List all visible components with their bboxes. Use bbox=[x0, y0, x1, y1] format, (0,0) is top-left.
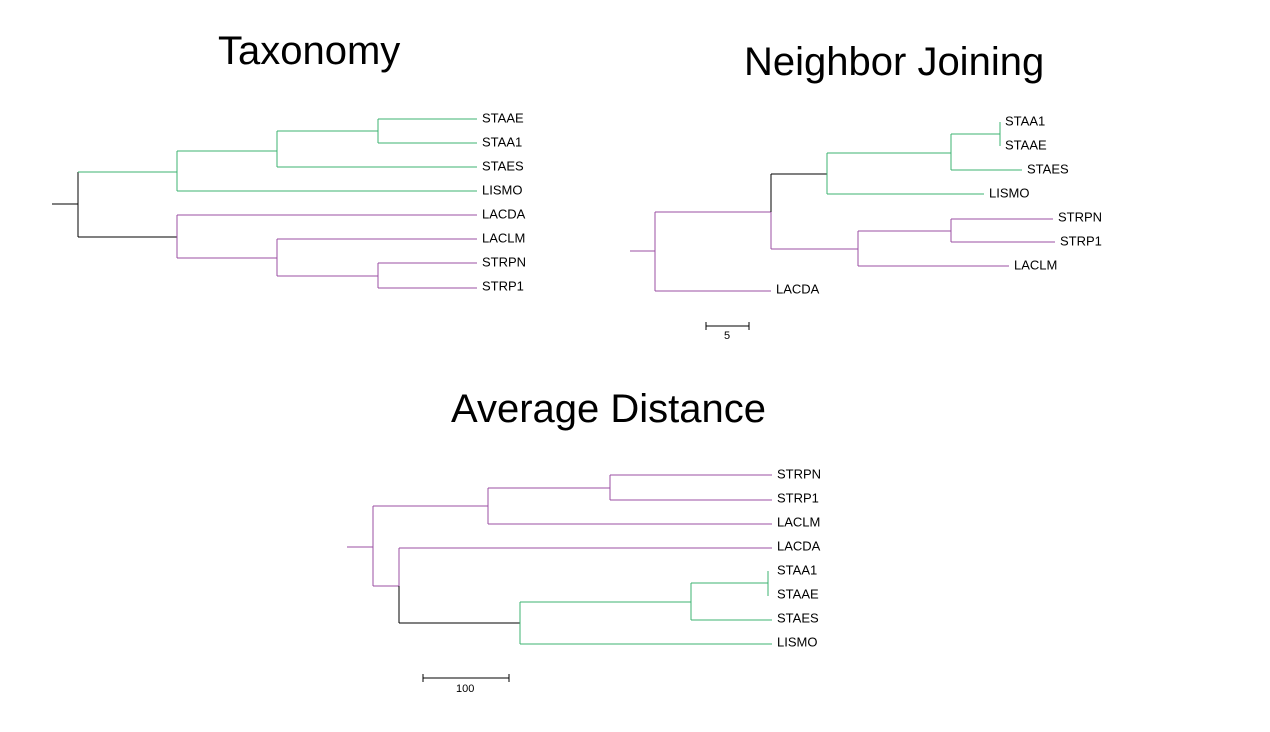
average-distance-title: Average Distance bbox=[451, 387, 766, 431]
leaf-label: STRP1 bbox=[1060, 233, 1102, 248]
leaf-label: STAAE bbox=[482, 110, 524, 125]
leaf-label: STRP1 bbox=[777, 490, 819, 505]
leaf-label: STRPN bbox=[1058, 209, 1102, 224]
leaf-label: STRPN bbox=[482, 254, 526, 269]
leaf-label: LISMO bbox=[482, 182, 522, 197]
leaf-label: LACDA bbox=[482, 206, 526, 221]
leaf-label: STRP1 bbox=[482, 278, 524, 293]
leaf-label: STAAE bbox=[1005, 137, 1047, 152]
leaf-label: STAES bbox=[777, 610, 819, 625]
leaf-label: LACDA bbox=[777, 538, 821, 553]
leaf-label: STAA1 bbox=[482, 134, 522, 149]
neighbor-joining-title: Neighbor Joining bbox=[744, 40, 1045, 84]
leaf-label: STAES bbox=[482, 158, 524, 173]
leaf-label: STRPN bbox=[777, 466, 821, 481]
leaf-label: STAA1 bbox=[777, 562, 817, 577]
scale-bar-label: 100 bbox=[456, 683, 474, 695]
leaf-label: LISMO bbox=[989, 185, 1029, 200]
leaf-label: LISMO bbox=[777, 634, 817, 649]
leaf-label: LACLM bbox=[777, 514, 820, 529]
leaf-label: STAES bbox=[1027, 161, 1069, 176]
leaf-label: STAAE bbox=[777, 586, 819, 601]
taxonomy-title: Taxonomy bbox=[218, 29, 401, 73]
scale-bar-label: 5 bbox=[724, 330, 730, 342]
leaf-label: STAA1 bbox=[1005, 113, 1045, 128]
leaf-label: LACLM bbox=[482, 230, 525, 245]
leaf-label: LACLM bbox=[1014, 257, 1057, 272]
leaf-label: LACDA bbox=[776, 281, 820, 296]
